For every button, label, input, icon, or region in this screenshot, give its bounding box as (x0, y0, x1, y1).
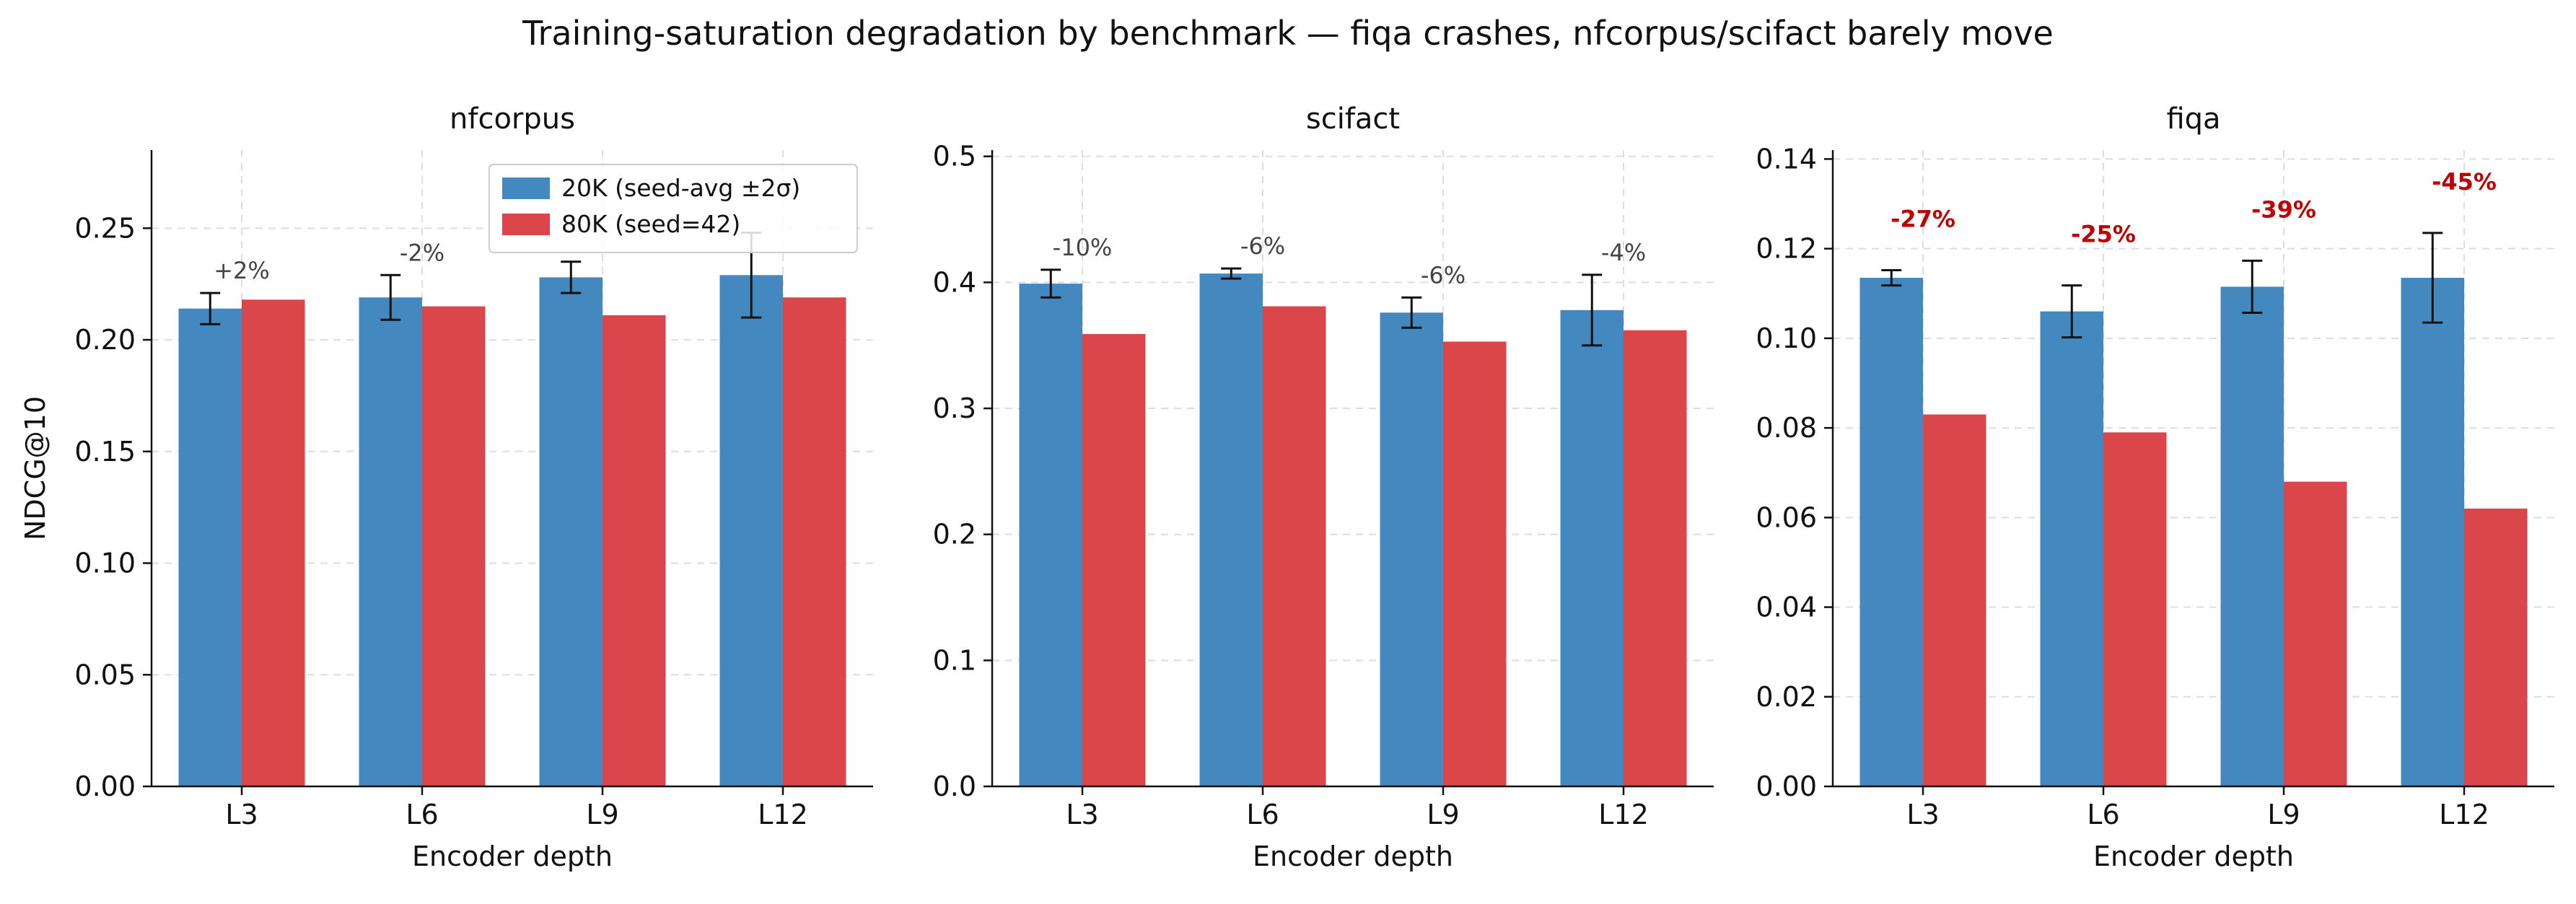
delta-label-L9: -39% (2251, 196, 2316, 223)
panel-title: scifact (1306, 102, 1400, 136)
x-axis-label: Encoder depth (412, 841, 613, 872)
delta-label-L6: -2% (400, 239, 444, 266)
legend-box (489, 164, 858, 253)
bar-20k-L9 (539, 277, 603, 786)
y-tick-label: 0.15 (74, 436, 136, 468)
x-tick-label: L12 (1598, 799, 1649, 830)
x-tick-label: L3 (1066, 799, 1098, 830)
x-tick-label: L9 (2267, 799, 2300, 830)
x-tick-label: L3 (1906, 799, 1939, 830)
y-tick-label: 0.04 (1756, 592, 1817, 623)
x-tick-label: L6 (406, 799, 438, 830)
y-tick-label: 0.12 (1756, 233, 1817, 265)
bar-20k-L6 (359, 297, 422, 786)
delta-label-L3: -10% (1053, 234, 1113, 261)
bar-80k-L6 (2103, 432, 2167, 786)
bar-80k-L3 (1923, 414, 1986, 786)
bar-80k-L12 (2464, 508, 2528, 786)
x-tick-label: L3 (225, 799, 258, 830)
y-tick-label: 0.5 (933, 141, 976, 172)
y-tick-label: 0.2 (933, 519, 976, 550)
bar-80k-L6 (1263, 306, 1326, 786)
bar-20k-L9 (1380, 312, 1443, 786)
delta-label-L3: -27% (1891, 205, 1955, 232)
y-tick-label: 0.20 (74, 324, 136, 356)
x-tick-label: L9 (586, 799, 618, 830)
bar-80k-L3 (242, 299, 305, 786)
bar-80k-L9 (1443, 341, 1507, 786)
bar-80k-L12 (783, 297, 846, 786)
y-tick-label: 0.1 (933, 644, 976, 676)
bar-20k-L9 (2220, 286, 2284, 786)
bar-80k-L9 (603, 315, 666, 787)
x-tick-label: L6 (2087, 799, 2119, 830)
y-tick-label: 0.3 (933, 392, 976, 424)
y-tick-label: 0.06 (1756, 501, 1817, 533)
y-axis-label: NDCG@10 (19, 396, 51, 540)
y-tick-label: 0.00 (74, 771, 136, 802)
x-tick-label: L12 (2439, 799, 2489, 830)
legend-label: 20K (seed-avg ±2σ) (561, 174, 800, 202)
y-tick-label: 0.00 (1756, 771, 1817, 802)
bar-20k-L6 (1199, 273, 1263, 786)
legend-label: 80K (seed=42) (561, 210, 740, 238)
delta-label-L12: -4% (1601, 239, 1646, 266)
panel-fiqa: -27% L3 -25% L6 -39% L9 -45% L12 0.00 0.02 0.04 0.0… (1756, 102, 2554, 872)
y-tick-label: 0.10 (74, 548, 136, 579)
panel-title: fiqa (2166, 102, 2220, 136)
bar-80k-L6 (422, 306, 486, 786)
y-tick-label: 0.10 (1756, 322, 1817, 354)
bar-20k-L3 (1019, 284, 1082, 786)
delta-label-L9: -6% (1421, 261, 1466, 289)
delta-label-L6: -25% (2071, 221, 2136, 248)
x-tick-label: L6 (1246, 799, 1279, 830)
panel-scifact: -10% L3 -6% L6 -6% L9 -4% L12 0.0 0.1 0.2 0.3 0.4 0.5… (933, 102, 1714, 872)
x-axis-label: Encoder depth (2093, 841, 2294, 872)
legend-swatch-20k (502, 177, 550, 199)
bar-20k-L12 (1560, 310, 1624, 786)
panels: +2% L3 -2% L6 L9 L12 0.00 0.05 0.10 0.15 0.20 0.25 n… (19, 102, 2554, 872)
y-tick-label: 0.25 (74, 212, 136, 244)
bar-20k-L12 (719, 275, 783, 786)
figure-title: Training-saturation degradation by bench… (522, 14, 2054, 53)
y-tick-label: 0.4 (933, 266, 976, 298)
legend-swatch-80k (502, 214, 550, 235)
y-tick-label: 0.0 (933, 771, 976, 802)
bar-20k-L3 (178, 308, 242, 786)
y-tick-label: 0.05 (74, 659, 136, 690)
x-axis-label: Encoder depth (1253, 841, 1453, 872)
delta-label-L6: -6% (1240, 232, 1285, 260)
x-tick-label: L12 (758, 799, 808, 830)
delta-label-L3: +2% (214, 257, 270, 284)
panel-nfcorpus: +2% L3 -2% L6 L9 L12 0.00 0.05 0.10 0.15 0.20 0.25 n… (19, 102, 873, 872)
bar-80k-L9 (2284, 481, 2347, 786)
y-tick-label: 0.02 (1756, 681, 1817, 713)
y-tick-label: 0.08 (1756, 412, 1817, 444)
panel-title: nfcorpus (450, 102, 575, 136)
delta-label-L12: -45% (2432, 168, 2497, 196)
bar-80k-L12 (1624, 330, 1687, 786)
bar-20k-L12 (2401, 278, 2464, 786)
bar-20k-L6 (2040, 311, 2103, 787)
y-tick-label: 0.14 (1756, 143, 1817, 175)
x-tick-label: L9 (1427, 799, 1459, 830)
bar-20k-L3 (1859, 278, 1923, 786)
bar-80k-L3 (1082, 333, 1146, 787)
